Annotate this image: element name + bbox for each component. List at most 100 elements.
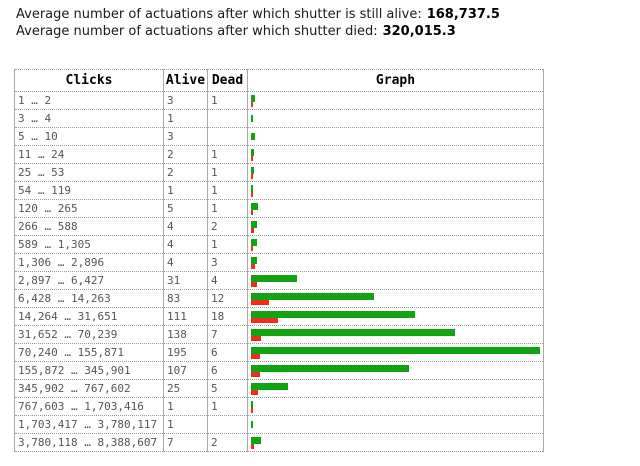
alive-count-cell: 31 — [163, 271, 208, 290]
alive-bar — [251, 400, 253, 408]
clicks-range-cell: 3,780,118 … 8,388,607 — [14, 433, 164, 452]
dead-count-cell: 3 — [207, 253, 248, 272]
dead-bar — [251, 443, 254, 449]
table-header-row: Clicks Alive Dead Graph — [14, 69, 544, 92]
graph-cell — [247, 199, 544, 218]
alive-bar — [251, 133, 255, 140]
clicks-range-cell: 1,306 … 2,896 — [14, 253, 164, 272]
column-header-graph: Graph — [247, 69, 544, 92]
table-row: 2,897 … 6,427 31 4 — [14, 271, 544, 290]
clicks-range-cell: 589 … 1,305 — [14, 235, 164, 254]
dead-count-cell: 1 — [207, 91, 248, 110]
graph-cell — [247, 235, 544, 254]
dead-bar — [251, 245, 253, 251]
stat-line-dead: Average number of actuations after which… — [16, 23, 640, 40]
dead-bar — [251, 173, 253, 179]
graph-cell — [247, 253, 544, 272]
dead-bar — [251, 191, 253, 197]
dead-bar — [251, 353, 260, 359]
alive-count-cell: 4 — [163, 253, 208, 272]
alive-bar — [251, 115, 253, 122]
alive-bar — [251, 346, 540, 354]
stat-value-dead: 320,015.3 — [382, 24, 456, 39]
clicks-range-cell: 31,652 … 70,239 — [14, 325, 164, 344]
column-header-dead: Dead — [207, 69, 248, 92]
alive-bar — [251, 364, 409, 372]
dead-count-cell — [207, 127, 248, 146]
alive-count-cell: 83 — [163, 289, 208, 308]
table-row: 1,703,417 … 3,780,117 1 — [14, 415, 544, 434]
table-row: 345,902 … 767,602 25 5 — [14, 379, 544, 398]
table-row: 54 … 119 1 1 — [14, 181, 544, 200]
clicks-range-cell: 2,897 … 6,427 — [14, 271, 164, 290]
alive-count-cell: 4 — [163, 235, 208, 254]
graph-cell — [247, 415, 544, 434]
dead-bar — [251, 155, 253, 161]
alive-count-cell: 1 — [163, 109, 208, 128]
alive-bar — [251, 184, 253, 192]
alive-count-cell: 1 — [163, 181, 208, 200]
dead-count-cell: 6 — [207, 343, 248, 362]
table-row: 25 … 53 2 1 — [14, 163, 544, 182]
graph-cell — [247, 127, 544, 146]
table-body: 1 … 2 3 1 3 … 4 1 5 … 10 3 11 … 24 2 1 2… — [14, 91, 544, 452]
clicks-range-cell: 345,902 … 767,602 — [14, 379, 164, 398]
alive-count-cell: 195 — [163, 343, 208, 362]
table-row: 6,428 … 14,263 83 12 — [14, 289, 544, 308]
graph-cell — [247, 343, 544, 362]
graph-cell — [247, 289, 544, 308]
alive-count-cell: 2 — [163, 163, 208, 182]
graph-cell — [247, 361, 544, 380]
table-row: 70,240 … 155,871 195 6 — [14, 343, 544, 362]
shutter-life-table: Clicks Alive Dead Graph 1 … 2 3 1 3 … 4 … — [14, 69, 544, 452]
dead-count-cell: 1 — [207, 145, 248, 164]
dead-count-cell: 1 — [207, 199, 248, 218]
dead-bar — [251, 299, 269, 305]
table-row: 589 … 1,305 4 1 — [14, 235, 544, 254]
table-row: 3,780,118 … 8,388,607 7 2 — [14, 433, 544, 452]
dead-count-cell: 12 — [207, 289, 248, 308]
graph-cell — [247, 397, 544, 416]
dead-count-cell: 1 — [207, 181, 248, 200]
graph-cell — [247, 145, 544, 164]
summary-stats: Average number of actuations after which… — [16, 6, 640, 40]
dead-count-cell: 4 — [207, 271, 248, 290]
clicks-range-cell: 120 … 265 — [14, 199, 164, 218]
alive-bar — [251, 94, 255, 102]
clicks-range-cell: 70,240 … 155,871 — [14, 343, 164, 362]
clicks-range-cell: 3 … 4 — [14, 109, 164, 128]
table-row: 14,264 … 31,651 111 18 — [14, 307, 544, 326]
clicks-range-cell: 11 … 24 — [14, 145, 164, 164]
table-row: 120 … 265 5 1 — [14, 199, 544, 218]
dead-count-cell: 7 — [207, 325, 248, 344]
stat-label-alive: Average number of actuations after which… — [16, 7, 422, 22]
clicks-range-cell: 54 … 119 — [14, 181, 164, 200]
dead-bar — [251, 407, 253, 413]
dead-bar — [251, 227, 254, 233]
stat-label-dead: Average number of actuations after which… — [16, 24, 378, 39]
dead-count-cell — [207, 415, 248, 434]
alive-bar — [251, 328, 455, 336]
table-row: 266 … 588 4 2 — [14, 217, 544, 236]
alive-count-cell: 138 — [163, 325, 208, 344]
graph-cell — [247, 217, 544, 236]
alive-count-cell: 4 — [163, 217, 208, 236]
alive-count-cell: 1 — [163, 415, 208, 434]
graph-cell — [247, 163, 544, 182]
alive-bar — [251, 382, 288, 390]
alive-bar — [251, 238, 257, 246]
dead-count-cell: 1 — [207, 163, 248, 182]
dead-bar — [251, 317, 278, 323]
clicks-range-cell: 14,264 … 31,651 — [14, 307, 164, 326]
dead-count-cell: 18 — [207, 307, 248, 326]
graph-cell — [247, 271, 544, 290]
dead-bar — [251, 281, 257, 287]
alive-count-cell: 107 — [163, 361, 208, 380]
table-row: 3 … 4 1 — [14, 109, 544, 128]
dead-count-cell: 6 — [207, 361, 248, 380]
alive-bar — [251, 310, 415, 318]
clicks-range-cell: 155,872 … 345,901 — [14, 361, 164, 380]
alive-count-cell: 5 — [163, 199, 208, 218]
alive-bar — [251, 436, 261, 444]
table-row: 1 … 2 3 1 — [14, 91, 544, 110]
